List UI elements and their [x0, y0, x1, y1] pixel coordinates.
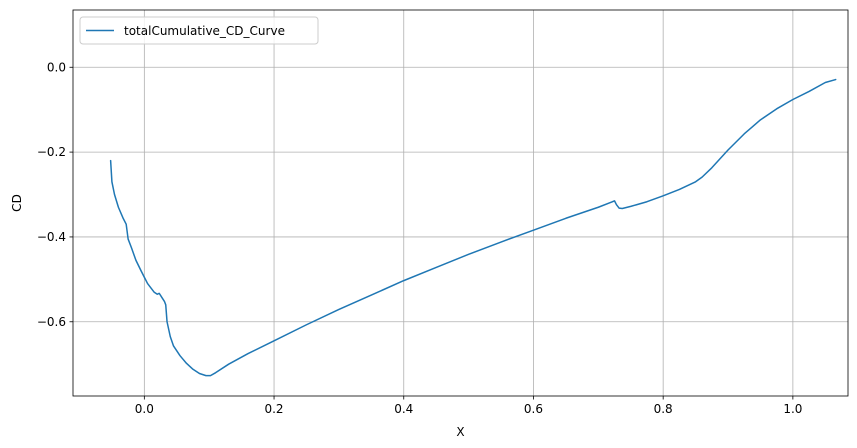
legend-box — [79, 16, 319, 45]
legend: totalCumulative_CD_Curve — [79, 16, 319, 45]
x-axis-label: X — [456, 425, 464, 439]
x-tick-label: 0.6 — [524, 402, 543, 416]
x-tick-label: 0.0 — [135, 402, 154, 416]
plot-frame — [72, 9, 849, 397]
y-axis-label: CD — [10, 194, 24, 212]
x-tick-label: 0.2 — [264, 402, 283, 416]
series-layer — [109, 78, 837, 377]
y-axis-ticks: −0.6 −0.4 −0.2 0.0 — [37, 60, 73, 329]
y-tick-label: −0.6 — [37, 315, 66, 329]
x-tick-label: 0.8 — [654, 402, 673, 416]
grid-lines — [73, 10, 848, 396]
x-tick-label: 0.4 — [394, 402, 413, 416]
y-tick-label: −0.2 — [37, 145, 66, 159]
series-line — [109, 78, 837, 377]
y-tick-label: 0.0 — [47, 60, 66, 74]
x-tick-label: 1.0 — [783, 402, 802, 416]
legend-entry-label: totalCumulative_CD_Curve — [124, 24, 285, 38]
y-tick-label: −0.4 — [37, 230, 66, 244]
x-axis-ticks: 0.0 0.2 0.4 0.6 0.8 1.0 — [135, 396, 802, 416]
